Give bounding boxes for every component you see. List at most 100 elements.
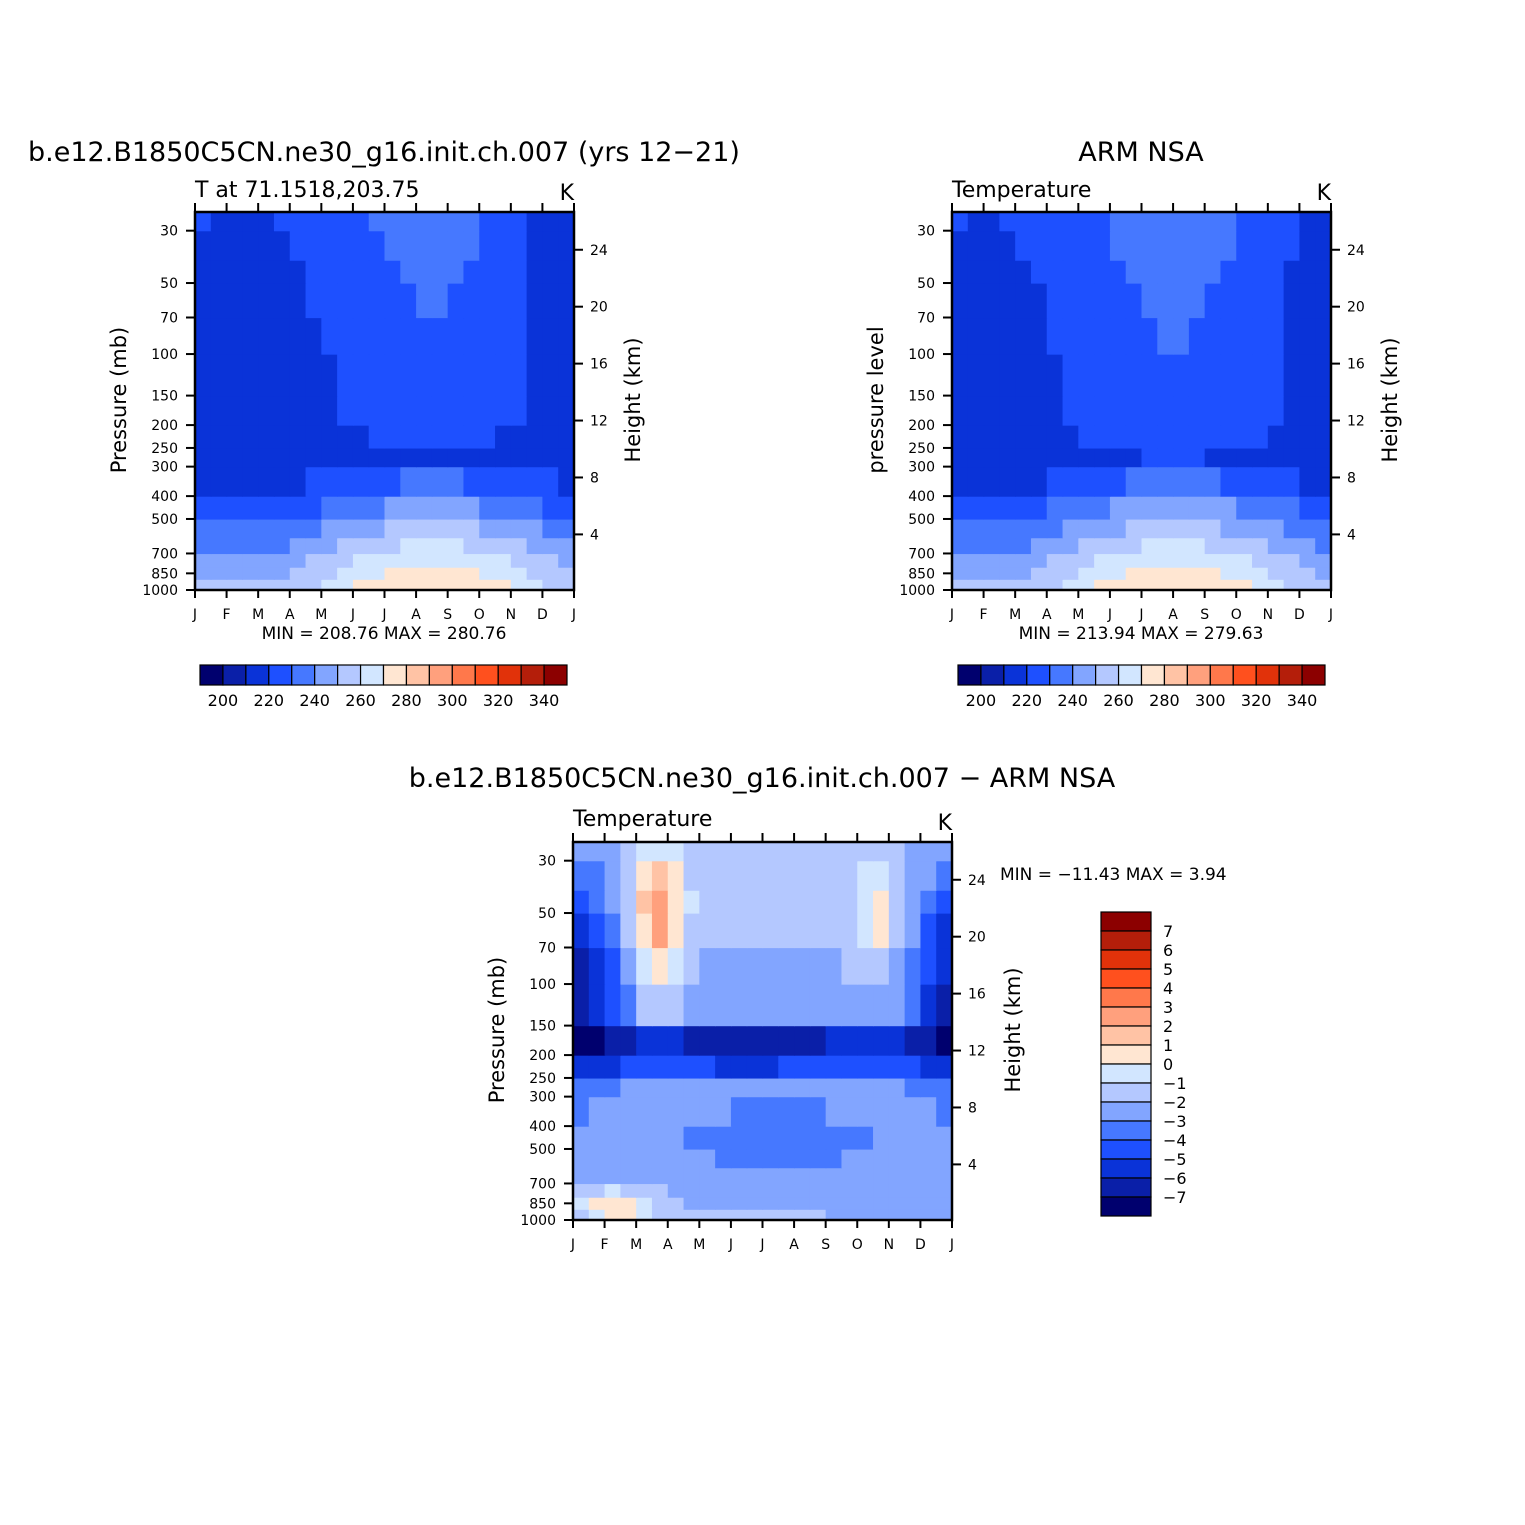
contour-cell (447, 579, 465, 591)
contour-cell (888, 1148, 906, 1169)
y-tick-label: 50 (160, 276, 178, 292)
contour-cell (573, 1025, 590, 1056)
axes: J F M A M J J A S O N D J 30 50 70 100 150 200 250 300 400 500… (899, 203, 1365, 623)
y-tick-label: 250 (908, 441, 935, 457)
contour-cell (337, 212, 354, 232)
contour-cell (400, 230, 417, 261)
contour-cell (573, 984, 590, 1027)
x-tick-label: A (663, 1237, 673, 1253)
contour-cell (447, 395, 465, 426)
contour-cell (1252, 212, 1269, 232)
contour-cell (352, 496, 370, 520)
contour-cell (699, 1209, 716, 1221)
colorbar-swatch (451, 664, 476, 686)
contour-cell (195, 260, 212, 284)
contour-cell (936, 1096, 953, 1127)
contour-cell (479, 230, 496, 261)
contour-cell (1125, 425, 1143, 449)
colorbar-swatch (497, 664, 522, 686)
contour-cell (1315, 579, 1332, 591)
contour-cell (873, 1148, 890, 1169)
contour-cell (1299, 496, 1316, 520)
contour-cell (1236, 283, 1253, 319)
contour-cell (337, 579, 354, 591)
contour-cell (337, 466, 354, 497)
contour-cell (258, 567, 275, 580)
contour-cell (825, 1077, 843, 1098)
contour-cell (1062, 230, 1079, 261)
contour-cell (195, 496, 212, 520)
contour-cell (463, 425, 480, 449)
contour-cell (809, 1197, 827, 1210)
contour-cell (573, 890, 590, 914)
contour-cell (588, 1148, 606, 1169)
contour-cell (1109, 425, 1127, 449)
contour-cell (809, 1055, 827, 1079)
contour-cell (258, 553, 275, 568)
contour-cell (210, 567, 228, 580)
contour-cell (651, 947, 669, 985)
contour-cell (289, 496, 307, 520)
y-right-tick-label: 24 (1347, 243, 1365, 259)
contour-cell (620, 1077, 637, 1098)
contour-cell (967, 466, 985, 497)
contour-cell (683, 1055, 700, 1079)
contour-cell (1046, 283, 1064, 319)
contour-cell (431, 567, 449, 580)
contour-cell (479, 317, 496, 355)
contour-cell (620, 1126, 637, 1150)
panel-subtitle: Temperature (951, 178, 1091, 203)
contour-cell (573, 1148, 590, 1169)
contour-cell (1046, 466, 1064, 497)
contour-cell (1173, 425, 1190, 449)
contour-cell (463, 496, 480, 520)
contour-cell (841, 984, 858, 1027)
contour-cell (526, 579, 544, 591)
contour-cell (321, 567, 338, 580)
contour-cell (495, 496, 512, 520)
contour-cell (558, 447, 575, 468)
x-tick-label: J (728, 1237, 733, 1253)
contour-cell (1046, 317, 1064, 355)
contour-cell (888, 890, 906, 914)
contour-cell (730, 1126, 748, 1150)
colorbar-swatch (1100, 1177, 1152, 1198)
y-tick-label: 70 (160, 311, 178, 327)
contour-cell (1078, 553, 1095, 568)
colorbar-swatch (1100, 1139, 1152, 1160)
contour-cell (667, 1209, 685, 1221)
contour-cell (841, 913, 858, 949)
contour-cell (636, 1209, 653, 1221)
contour-cell (479, 567, 496, 580)
contour-cell (1125, 395, 1143, 426)
contour-cell (431, 212, 449, 232)
contour-cell (1157, 466, 1174, 497)
x-tick-label: J (350, 607, 355, 623)
contour-cell (573, 1183, 590, 1198)
contour-cell (542, 283, 559, 319)
contour-cell (699, 947, 716, 985)
contour-cell (368, 395, 386, 426)
contour-cell (683, 1077, 700, 1098)
contour-cell (1252, 425, 1269, 449)
contour-cell (920, 860, 937, 891)
contour-cell (746, 1077, 764, 1098)
contour-cell (1252, 283, 1269, 319)
contour-cell (431, 553, 449, 568)
contour-cell (1030, 496, 1048, 520)
colorbar-swatch (1100, 1101, 1152, 1122)
contour-cell (746, 913, 764, 949)
contour-cell (337, 395, 354, 426)
contour-cell (542, 230, 559, 261)
contour-cell (715, 1148, 732, 1169)
contour-cell (289, 537, 307, 555)
contour-cell (809, 947, 827, 985)
contour-cell (1030, 567, 1048, 580)
contour-cell (983, 260, 1000, 284)
contour-cell (999, 425, 1016, 449)
contour-cell (416, 496, 433, 520)
contour-cell (1236, 567, 1253, 580)
contour-cell (683, 1096, 700, 1127)
contour-cell (1188, 553, 1206, 568)
contour-cell (431, 537, 449, 555)
